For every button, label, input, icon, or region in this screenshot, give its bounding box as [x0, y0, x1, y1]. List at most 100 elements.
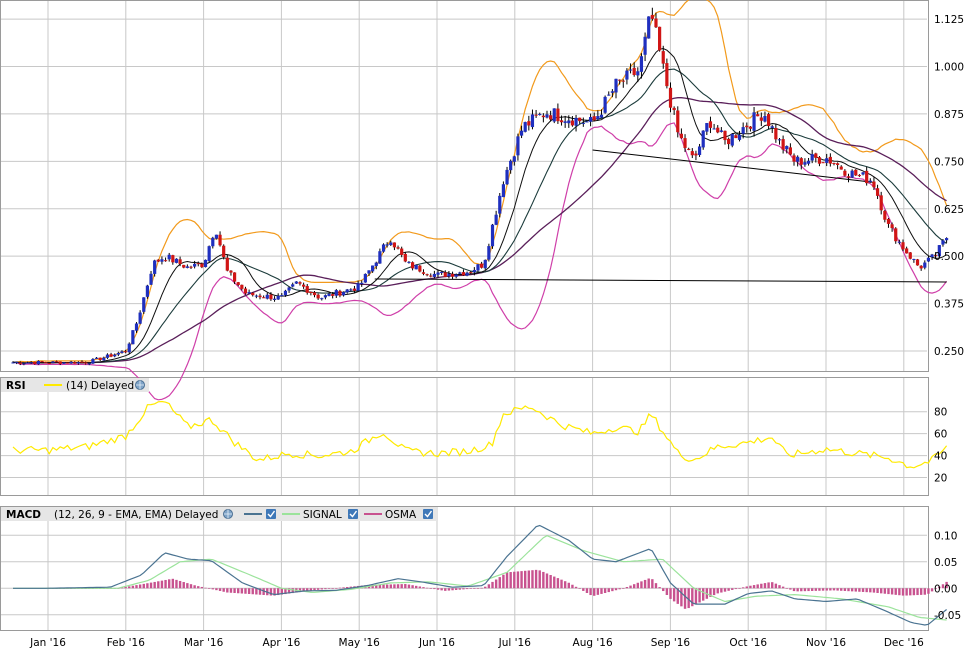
- macd-panel: [13, 524, 948, 626]
- candle-body: [25, 362, 30, 364]
- osma-bar: [178, 580, 182, 589]
- candle: [98, 357, 102, 362]
- candle: [694, 150, 698, 161]
- candle: [302, 282, 306, 289]
- osma-bar: [734, 588, 738, 590]
- price-tick-label: 0.875: [934, 109, 964, 121]
- candle-body: [654, 18, 658, 28]
- osma-bar: [451, 588, 454, 591]
- candle-body: [588, 117, 593, 122]
- candle: [792, 153, 796, 166]
- candle-body: [527, 121, 531, 126]
- globe-icon[interactable]: [223, 509, 233, 519]
- checkbox-icon[interactable]: [266, 509, 276, 519]
- candle-body: [113, 354, 117, 357]
- candle-body: [454, 274, 458, 277]
- candle: [29, 361, 33, 365]
- candle: [665, 58, 669, 89]
- osma-bar: [556, 578, 560, 589]
- osma-bar: [531, 570, 534, 589]
- candle-body: [294, 281, 298, 284]
- osma-bar: [890, 588, 894, 595]
- candle-body: [676, 110, 680, 133]
- candle: [672, 106, 676, 115]
- osma-bar: [923, 588, 926, 595]
- candle: [36, 360, 41, 365]
- candle-body: [62, 362, 66, 364]
- candle-body: [763, 116, 767, 122]
- candle: [429, 273, 433, 278]
- globe-icon[interactable]: [135, 380, 145, 390]
- osma-bar: [324, 588, 327, 590]
- candle-body: [222, 245, 226, 258]
- candle-body: [872, 181, 876, 188]
- osma-bar: [291, 588, 294, 594]
- osma-bar: [237, 588, 240, 594]
- candle-body: [291, 284, 295, 287]
- candle-body: [944, 238, 949, 241]
- candle-body: [861, 172, 865, 175]
- osma-bar: [473, 588, 476, 589]
- month-tick-label: Mar '16: [184, 637, 224, 649]
- osma-bar: [262, 588, 265, 595]
- candle-body: [705, 123, 709, 132]
- osma-bar: [771, 582, 774, 589]
- osma-bar: [327, 588, 331, 589]
- osma-bar: [585, 588, 589, 593]
- candle-body: [127, 343, 131, 353]
- candle-body: [323, 295, 328, 298]
- candle: [614, 78, 618, 99]
- moving-average-short-line: [12, 47, 947, 364]
- candle: [541, 113, 545, 123]
- candle-body: [737, 134, 742, 140]
- osma-bar: [128, 586, 131, 589]
- candle: [65, 362, 70, 364]
- candle-body: [832, 163, 836, 165]
- candle-body: [530, 114, 535, 128]
- candle: [163, 257, 168, 262]
- candle-body: [723, 130, 727, 141]
- candle: [44, 361, 48, 364]
- candle-body: [229, 270, 233, 273]
- osma-bar: [157, 581, 160, 589]
- candle: [280, 293, 284, 297]
- osma-bar: [462, 588, 465, 590]
- candle: [538, 112, 542, 116]
- month-tick-label: Jun '16: [418, 637, 455, 649]
- candle: [509, 159, 513, 174]
- candle: [719, 127, 723, 133]
- osma-bar: [280, 588, 284, 595]
- candle-body: [407, 261, 411, 263]
- osma-bar: [476, 588, 480, 589]
- candle-body: [905, 248, 909, 254]
- candle-body: [403, 253, 407, 262]
- candle-body: [51, 361, 55, 363]
- candle-body: [472, 269, 476, 273]
- candle: [345, 288, 349, 294]
- candle-body: [741, 127, 745, 134]
- rsi-panel-header: RSI (14) Delayed: [1, 378, 149, 392]
- candle: [857, 174, 862, 177]
- candle-body: [483, 259, 487, 269]
- macd-title: MACD: [6, 509, 41, 521]
- osma-bar: [593, 588, 596, 596]
- checkbox-icon[interactable]: [348, 509, 358, 519]
- candle: [639, 53, 644, 79]
- candle: [915, 258, 920, 266]
- checkbox-icon[interactable]: [423, 509, 433, 519]
- signal-line: [13, 535, 947, 621]
- candle: [371, 265, 375, 273]
- candle: [708, 116, 713, 134]
- candle-body: [570, 120, 575, 126]
- candle: [91, 358, 95, 364]
- candle: [879, 191, 883, 215]
- candle: [578, 117, 582, 124]
- candle: [305, 284, 309, 295]
- candle-body: [214, 234, 219, 239]
- candle: [574, 114, 578, 132]
- osma-bar: [218, 588, 222, 591]
- candle-body: [541, 115, 545, 118]
- macd-tick-label: 0.00: [934, 583, 957, 595]
- candle: [11, 361, 15, 364]
